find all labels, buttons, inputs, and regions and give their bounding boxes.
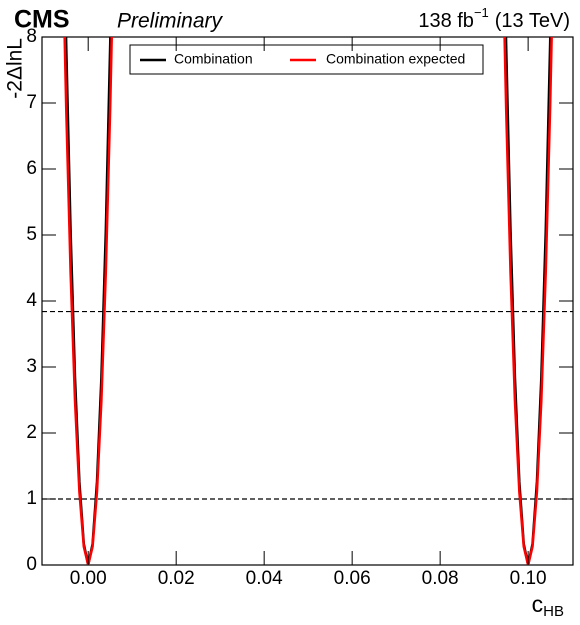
experiment-label: CMS: [14, 6, 70, 34]
plot-area: [63, 37, 553, 565]
lumi-label: 138 fb−1 (13 TeV): [418, 5, 570, 32]
lumi-text: 138 fb: [418, 10, 474, 32]
y-tick-label: 5: [26, 224, 37, 245]
status-label: Preliminary: [117, 10, 224, 33]
series-line: [64, 37, 552, 565]
y-tick-label: 2: [26, 422, 37, 443]
x-tick-label: 0.10: [510, 568, 547, 589]
y-tick-label: 4: [26, 290, 37, 311]
x-tick-label: 0.02: [158, 568, 195, 589]
y-tick-label: 8: [26, 26, 37, 47]
y-tick-label: 3: [26, 356, 37, 377]
x-tick-label: 0.08: [422, 568, 459, 589]
y-tick-label: 0: [26, 554, 37, 575]
legend-label: Combination: [174, 51, 253, 67]
plot-frame: [41, 36, 574, 566]
y-axis-title: -2ΔlnL: [4, 38, 27, 99]
x-label-sub: HB: [543, 603, 564, 620]
x-tick-label: 0.00: [70, 568, 107, 589]
x-axis-title: cHB: [532, 591, 564, 620]
x-tick-label: 0.04: [246, 568, 283, 589]
lumi-energy: (13 TeV): [495, 10, 570, 32]
x-label: c: [532, 591, 544, 617]
y-tick-label: 1: [26, 488, 37, 509]
x-tick-label: 0.06: [334, 568, 371, 589]
y-tick-label: 7: [26, 92, 37, 113]
lumi-sup: −1: [474, 5, 489, 20]
series-line: [63, 37, 553, 565]
y-tick-label: 6: [26, 158, 37, 179]
legend-label: Combination expected: [326, 51, 465, 67]
